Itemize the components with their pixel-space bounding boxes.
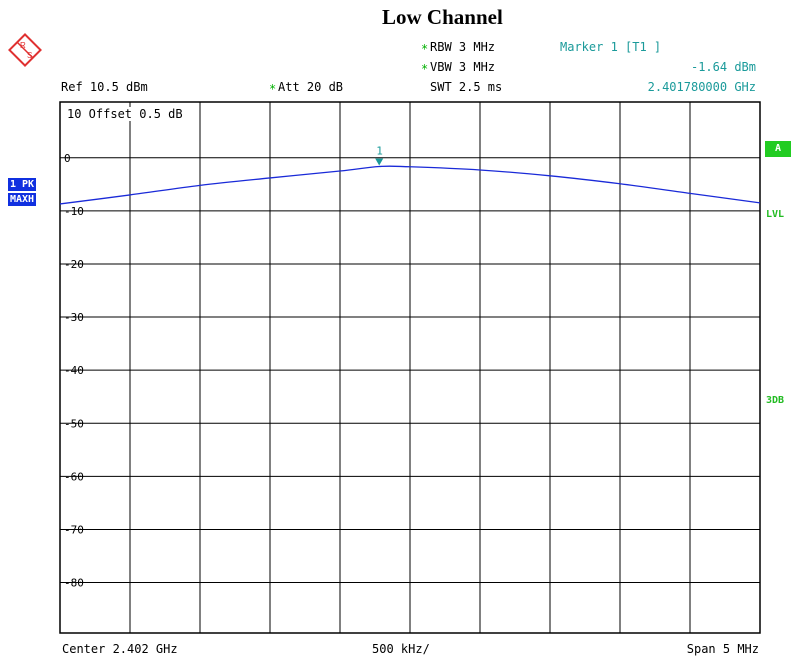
- rbw-label: RBW 3 MHz: [430, 40, 496, 54]
- marker-frequency: 2.401780000 GHz: [647, 80, 756, 94]
- frequency-per-division: 500 kHz/: [372, 642, 430, 656]
- y-tick-label: -60: [64, 470, 84, 483]
- marker-1-triangle: [375, 158, 384, 166]
- y-tick-label: -50: [64, 417, 84, 430]
- att-star: *: [269, 82, 277, 96]
- swt-label: SWT 2.5 ms: [430, 80, 503, 94]
- vbw-star: *: [421, 62, 429, 76]
- trace-detector-badge: 1 PK: [8, 178, 37, 191]
- marker-label: Marker 1 [T1 ]: [560, 40, 662, 54]
- marker-level: -1.64 dBm: [690, 60, 756, 74]
- y-tick-label: -10: [64, 205, 84, 218]
- offset-label: 10 Offset 0.5 dB: [67, 107, 183, 121]
- vbw-label: VBW 3 MHz: [430, 60, 496, 74]
- trace-mode-badge: MAXH: [8, 193, 37, 206]
- ref-level: Ref 10.5 dBm: [61, 80, 148, 94]
- rbw-star: *: [421, 42, 429, 56]
- y-tick-label: -20: [64, 258, 84, 271]
- marker-1-label: 1: [376, 144, 383, 157]
- 3db-indicator: 3DB: [766, 395, 785, 406]
- lvl-indicator: LVL: [766, 209, 785, 220]
- y-tick-label: -30: [64, 311, 84, 324]
- center-frequency: Center 2.402 GHz: [62, 642, 178, 656]
- attenuation: Att 20 dB: [278, 80, 344, 94]
- span: Span 5 MHz: [686, 642, 759, 656]
- trace-line-series-1: [59, 165, 761, 205]
- y-tick-label: -40: [64, 364, 84, 377]
- y-tick-label: 0: [64, 152, 71, 165]
- trace-a-badge: A: [765, 141, 791, 157]
- y-tick-label: -70: [64, 523, 84, 536]
- y-tick-label: -80: [64, 577, 84, 590]
- chart-title: Low Channel: [382, 5, 503, 29]
